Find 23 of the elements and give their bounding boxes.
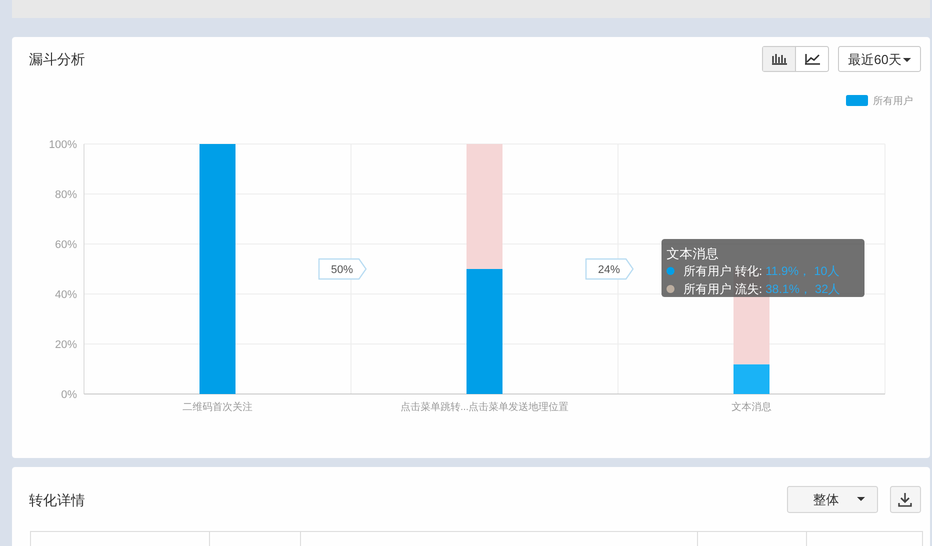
bar <box>466 144 502 269</box>
y-tick-label: 20% <box>54 339 78 351</box>
text: 最近60天 <box>848 52 902 67</box>
text: 整体 <box>813 492 839 507</box>
annotation: 文本消息 <box>666 246 718 261</box>
text: 转化详情 <box>29 492 85 508</box>
annotation: 24% <box>598 264 620 276</box>
annotation: 50% <box>330 264 354 276</box>
y-tick-label: 80% <box>54 189 78 201</box>
annotation: 所有用户 转化: 11.9%， 10人 <box>684 264 840 278</box>
y-tick-label: 60% <box>54 239 78 251</box>
x-tick-label: 点击菜单跳转...点击菜单发送地理位置 <box>400 401 569 413</box>
bar <box>200 144 236 394</box>
bar <box>734 364 770 394</box>
y-tick-label: 0% <box>61 389 78 401</box>
x-tick-label: 二维码首次关注 <box>182 401 252 413</box>
y-tick-label: 100% <box>48 139 78 151</box>
bar <box>466 269 502 394</box>
chart-title: 漏斗分析 <box>29 51 85 67</box>
x-tick-label: 文本消息 <box>732 401 772 413</box>
legend-label: 所有用户 <box>873 95 913 107</box>
annotation: 所有用户 流失: 38.1%， 32人 <box>684 282 840 296</box>
y-tick-label: 40% <box>54 289 78 301</box>
